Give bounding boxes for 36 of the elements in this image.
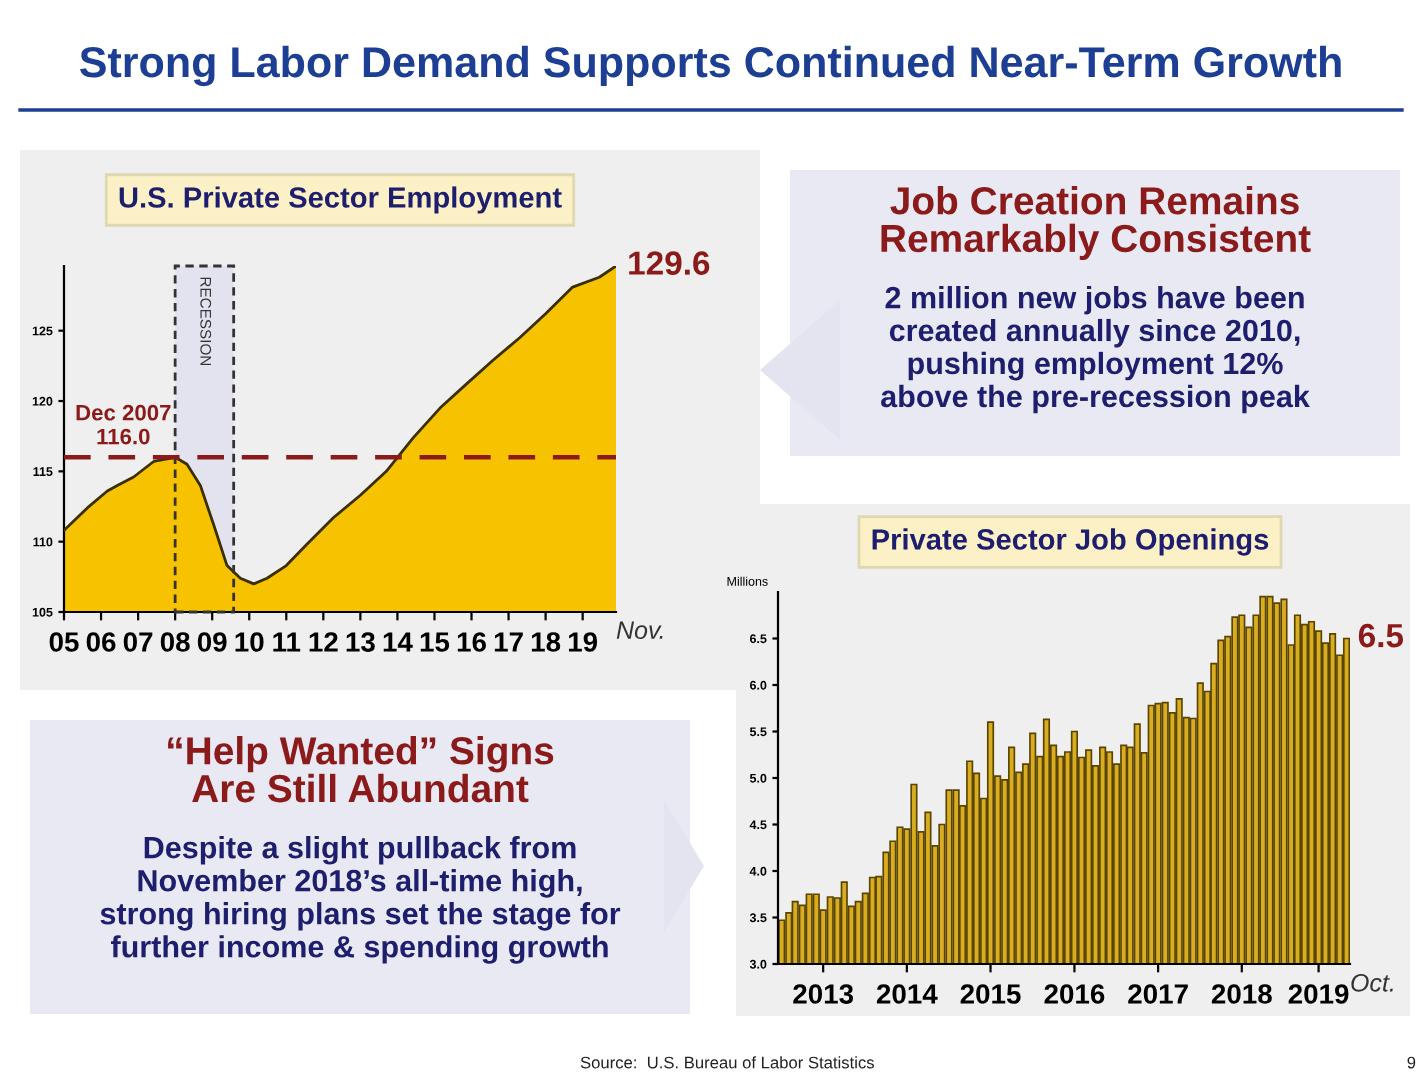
x-tick-label: 15 — [420, 632, 450, 652]
annotation: 6.5 — [1358, 623, 1404, 648]
x-tick-label: 06 — [86, 632, 116, 652]
x-tick-label: 11 — [273, 632, 301, 652]
text: 9 — [1407, 1056, 1416, 1069]
chart-title: U.S. Private Sector Employment — [119, 186, 562, 214]
x-tick-label: 07 — [123, 632, 153, 652]
x-axis-title: Nov. — [616, 621, 663, 640]
text: Strong Labor Demand Supports Continued Near-Term Growth — [79, 45, 1341, 87]
x-tick-label: 12 — [309, 632, 338, 652]
x-tick-label: 2015 — [960, 984, 1021, 1004]
x-tick-label: 18 — [531, 632, 561, 652]
x-tick-label: 17 — [494, 632, 523, 652]
source-note: Source: U.S. Bureau of Labor Statistics — [580, 1056, 874, 1069]
text: 2 million new jobs have been created annually since 2010, pushing employment 12% above the pre-recession peak — [881, 286, 1310, 414]
x-tick-label: 19 — [568, 632, 598, 652]
x-tick-label: 16 — [457, 632, 486, 652]
x-tick-label: 2019 — [1288, 984, 1349, 1004]
ref-line-label: Dec 2007 116.0 — [76, 404, 171, 445]
x-tick-label: 09 — [197, 632, 227, 652]
x-axis-title: Oct. — [1351, 973, 1393, 992]
text: “Help Wanted” Signs Are Still Abundant — [168, 736, 554, 803]
x-tick-label: 2017 — [1128, 984, 1188, 1004]
x-tick-label: 2016 — [1044, 984, 1105, 1004]
x-tick-label: 10 — [235, 632, 264, 652]
text: Despite a slight pullback from November 2018’s all-time high, strong hiring plans set the stage for further income & spending growth — [100, 836, 621, 964]
x-tick-label: 13 — [346, 632, 375, 652]
x-tick-label: 2014 — [876, 984, 938, 1004]
text: Job Creation Remains Remarkably Consistent — [881, 186, 1311, 260]
x-tick-label: 2018 — [1211, 984, 1272, 1004]
x-tick-label: 2013 — [793, 984, 854, 1004]
x-tick-label: 05 — [49, 632, 79, 652]
x-tick-label: 08 — [160, 632, 190, 652]
chart-title: Private Sector Job Openings — [872, 528, 1269, 556]
annotation: 129.6 — [629, 251, 710, 275]
x-tick-label: 14 — [383, 632, 413, 652]
